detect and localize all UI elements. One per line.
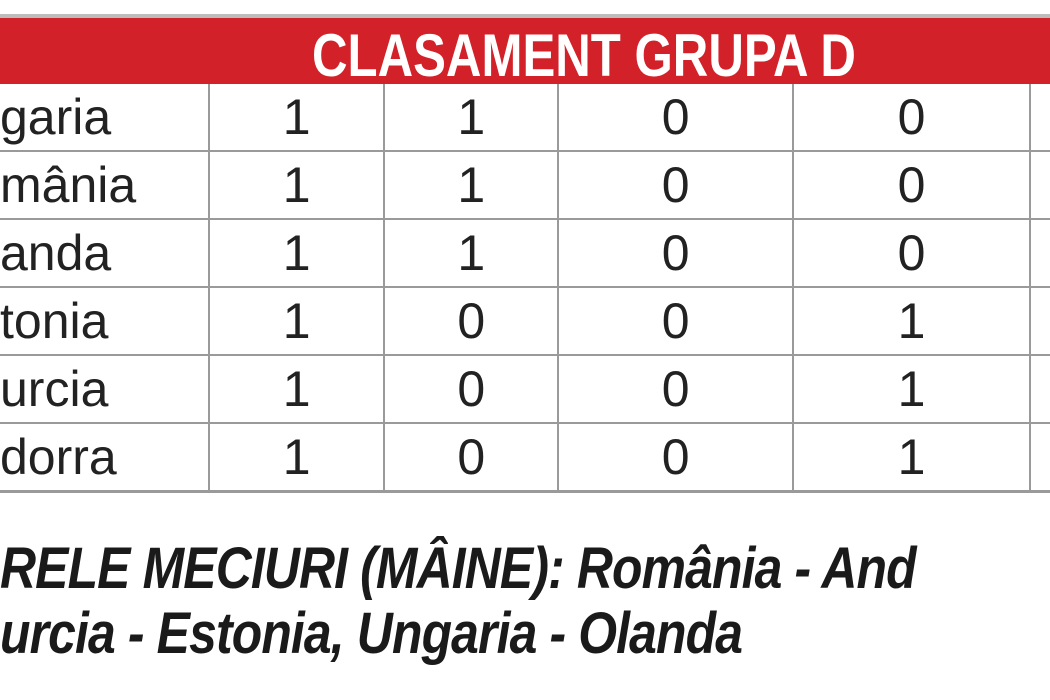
next-matches-line-1: RELE MECIURI (MÂINE): România - And bbox=[0, 536, 917, 601]
stat-cell: 0 bbox=[557, 355, 794, 424]
stat-cell: 1 bbox=[208, 151, 386, 220]
stat-cell: 0 bbox=[791, 84, 1032, 152]
stat-cell: 0 bbox=[557, 84, 794, 152]
stat-cell: 0 bbox=[791, 219, 1032, 288]
team-name: mânia bbox=[0, 151, 211, 220]
stat-cell-clipped bbox=[1029, 151, 1050, 220]
table-row: mânia 1 1 0 0 bbox=[0, 151, 1050, 220]
stat-cell: 1 bbox=[208, 355, 386, 424]
top-border bbox=[0, 14, 1050, 18]
table-row: dorra 1 0 0 1 bbox=[0, 423, 1050, 493]
stat-cell: 1 bbox=[791, 423, 1032, 493]
stat-cell-clipped bbox=[1029, 423, 1050, 493]
team-name: garia bbox=[0, 84, 211, 152]
stat-cell-clipped bbox=[1029, 355, 1050, 424]
standings-header-bar bbox=[0, 18, 1050, 84]
stat-cell: 0 bbox=[383, 287, 560, 356]
table-row: garia 1 1 0 0 bbox=[0, 84, 1050, 152]
stat-cell: 1 bbox=[208, 423, 386, 493]
standings-title: CLASAMENT GRUPA D bbox=[312, 22, 856, 89]
team-name: dorra bbox=[0, 423, 211, 493]
next-matches-line-2: urcia - Estonia, Ungaria - Olanda bbox=[0, 601, 743, 666]
stat-cell-clipped bbox=[1029, 84, 1050, 152]
stat-cell-clipped bbox=[1029, 219, 1050, 288]
stat-cell: 0 bbox=[557, 287, 794, 356]
table-row: tonia 1 0 0 1 bbox=[0, 287, 1050, 356]
stat-cell-clipped bbox=[1029, 287, 1050, 356]
stat-cell: 1 bbox=[791, 355, 1032, 424]
stat-cell: 1 bbox=[208, 219, 386, 288]
team-name: urcia bbox=[0, 355, 211, 424]
table-row: urcia 1 0 0 1 bbox=[0, 355, 1050, 424]
stat-cell: 1 bbox=[208, 84, 386, 152]
team-name: tonia bbox=[0, 287, 211, 356]
stat-cell: 0 bbox=[557, 151, 794, 220]
stat-cell: 0 bbox=[383, 423, 560, 493]
stat-cell: 1 bbox=[383, 151, 560, 220]
stat-cell: 0 bbox=[557, 219, 794, 288]
standings-table: garia 1 1 0 0 mânia 1 1 0 0 anda 1 1 0 0 tonia 1 0 0 1 urcia… bbox=[0, 84, 1050, 493]
team-name: anda bbox=[0, 219, 211, 288]
stat-cell: 1 bbox=[208, 287, 386, 356]
stat-cell: 1 bbox=[383, 84, 560, 152]
stat-cell: 0 bbox=[383, 355, 560, 424]
stat-cell: 1 bbox=[791, 287, 1032, 356]
stat-cell: 0 bbox=[557, 423, 794, 493]
table-row: anda 1 1 0 0 bbox=[0, 219, 1050, 288]
stat-cell: 0 bbox=[791, 151, 1032, 220]
stat-cell: 1 bbox=[383, 219, 560, 288]
